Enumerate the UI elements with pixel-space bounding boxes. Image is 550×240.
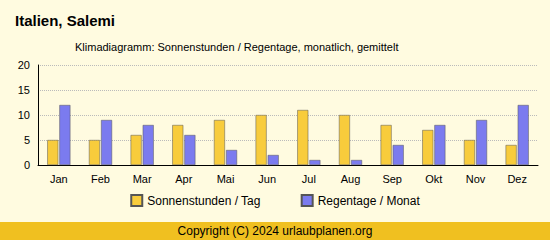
- svg-text:Dez: Dez: [507, 173, 527, 185]
- svg-text:Mai: Mai: [217, 173, 235, 185]
- svg-text:0: 0: [24, 159, 30, 171]
- svg-text:Aug: Aug: [341, 173, 361, 185]
- svg-text:Klimadiagramm: Sonnenstunden /: Klimadiagramm: Sonnenstunden / Regentage…: [75, 41, 398, 53]
- svg-text:Nov: Nov: [466, 173, 486, 185]
- svg-text:Okt: Okt: [425, 173, 442, 185]
- svg-text:15: 15: [18, 84, 30, 96]
- svg-text:Italien, Salemi: Italien, Salemi: [15, 12, 115, 29]
- svg-text:Jan: Jan: [50, 173, 68, 185]
- svg-text:20: 20: [18, 59, 30, 71]
- svg-text:Apr: Apr: [175, 173, 192, 185]
- svg-text:5: 5: [24, 134, 30, 146]
- svg-text:Feb: Feb: [91, 173, 110, 185]
- svg-text:Mar: Mar: [133, 173, 152, 185]
- svg-text:Sep: Sep: [382, 173, 402, 185]
- svg-text:Sonnenstunden / Tag: Sonnenstunden / Tag: [147, 194, 260, 208]
- svg-text:Jul: Jul: [302, 173, 316, 185]
- svg-text:Jun: Jun: [258, 173, 276, 185]
- svg-text:Copyright (C) 2024 urlaubplane: Copyright (C) 2024 urlaubplanen.org: [178, 224, 373, 238]
- svg-text:10: 10: [18, 109, 30, 121]
- svg-text:Regentage / Monat: Regentage / Monat: [318, 194, 421, 208]
